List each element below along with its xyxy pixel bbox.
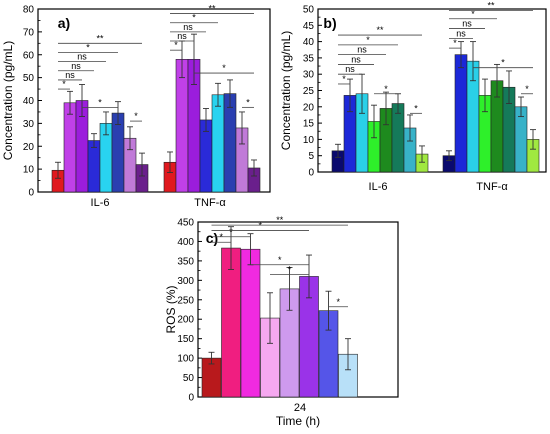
panel-b-significance-label: * [414,103,418,113]
panel-b-significance-label: * [453,38,457,48]
panel-c-chart: 0 50 100 150 200 250 300 350 400 450 ROS (%) Time (… [164,215,399,428]
panel-a-significance-label: * [222,63,226,73]
panel-b-letter: b) [323,15,336,31]
panel-a-ytick-label: 10 [23,165,35,176]
panel-a-bar [63,102,77,193]
panel-a-significance-label: ns [65,70,75,80]
panel-b-category-label: TNF-α [476,181,508,193]
panel-c-ytick-label: 0 [188,393,194,404]
panel-b-ytick-label: 25 [303,86,315,97]
panel-c-ytick-label: 300 [177,276,194,287]
panel-a-ytick-label: 60 [23,50,35,61]
panel-c-significance-label: * [278,255,282,265]
panel-a-ytick-label: 40 [23,96,35,107]
panel-b-bar [391,103,405,173]
panel-c-significance-label: * [288,265,292,275]
panel-b-ytick-label: 35 [303,53,315,64]
panel-c-ytick-label: 350 [177,256,194,267]
panel-a-ytick-label: 70 [23,27,35,38]
panel-a-y-axis-title: Concentration (pg/mL) [1,41,15,160]
panel-a-significance-label: ns [183,22,193,32]
panel-b-ytick-label: 15 [303,119,315,130]
panel-b-significance-label: ns [462,19,472,29]
panel-b-y-axis-title: Concentration (pg/mL) [279,31,293,150]
panel-b-ytick-label: 20 [303,102,315,113]
panel-b-ytick-label: 30 [303,70,315,81]
panel-b-significance-label: * [525,84,529,94]
panel-a-chart: 0 10 20 30 40 50 60 70 80 Concentration (pg/mL) a)… [1,4,271,209]
panel-b-significance-label: * [366,35,370,45]
panel-b-category-label: IL-6 [369,181,388,193]
panel-a-ytick-label: 20 [23,142,35,153]
panel-b-significance-label: * [384,84,388,94]
panel-b-ytick-label: 45 [303,21,315,32]
panel-c-significance-label: * [336,297,340,307]
panel-b-ytick-label: 0 [308,168,314,179]
panel-c-ytick-label: 200 [177,315,194,326]
panel-c-ytick-label: 50 [183,373,195,384]
panel-c-ytick-label: 100 [177,354,194,365]
panel-b-significance-label: * [471,9,475,19]
panel-a-ytick-label: 0 [28,188,34,199]
panel-a-bar [87,140,101,193]
panel-a-significance-label: * [134,111,138,121]
panel-a-ytick-label: 50 [23,73,35,84]
panel-a-bar [175,59,189,193]
panel-b-chart: 0 5 10 15 20 25 30 35 40 45 50 Concentration (pg/mL… [279,1,547,193]
panel-a-significance-label: ** [96,33,104,43]
panel-a-category-label: TNF-α [194,197,226,209]
panel-c-letter: c) [206,230,218,246]
panel-b-significance-label: ns [345,64,355,74]
panel-a-category-label: IL-6 [91,197,110,209]
panel-c-bar [221,247,241,398]
panel-c-ytick-label: 450 [177,218,194,229]
panel-a-significance-label: * [192,13,196,23]
panel-b-bar [454,54,468,173]
panel-b-significance-label: ** [487,1,495,11]
panel-a-significance-label: ns [71,61,81,71]
panel-b-significance-label: ** [376,25,384,35]
panel-a-letter: a) [58,15,70,31]
panel-a-bar [211,94,225,193]
panel-b-ytick-label: 40 [303,37,315,48]
panel-c-significance-label: ** [276,215,284,225]
panel-c-category-label: 24 [294,402,306,414]
panel-a-significance-label: ** [208,4,216,14]
panel-a-significance-label: * [98,97,102,107]
panel-c-x-axis-title: Time (h) [276,414,320,428]
panel-b-ytick-label: 10 [303,135,315,146]
panel-b-significance-label: ns [351,54,361,64]
panel-a-bar [223,93,237,193]
panel-a-ytick-label: 30 [23,119,35,130]
panel-a-significance-label: * [174,40,178,50]
panel-a-significance-label: * [86,42,90,52]
panel-b-significance-label: * [342,74,346,84]
panel-b-significance-label: * [501,58,505,68]
panel-b-significance-label: ns [357,45,367,55]
panel-a-significance-label: * [246,97,250,107]
panel-c-ytick-label: 250 [177,295,194,306]
panel-a-significance-label: ns [77,52,87,62]
panel-b-ytick-label: 50 [303,5,315,16]
panel-c-significance-label: * [258,221,262,231]
panel-a-significance-label: ns [177,31,187,41]
panel-c-significance-label: * [229,227,233,237]
panel-c-ytick-label: 400 [177,237,194,248]
panel-c-ytick-label: 150 [177,334,194,345]
panel-b-significance-label: ns [456,28,466,38]
panel-c-bar [240,248,261,398]
panel-c-significance-label: * [219,232,223,242]
panel-a-ytick-label: 80 [23,5,35,16]
panel-c-y-axis-title: ROS (%) [164,285,178,333]
panel-b-ytick-label: 5 [308,151,314,162]
panel-a-significance-label: * [62,79,66,89]
